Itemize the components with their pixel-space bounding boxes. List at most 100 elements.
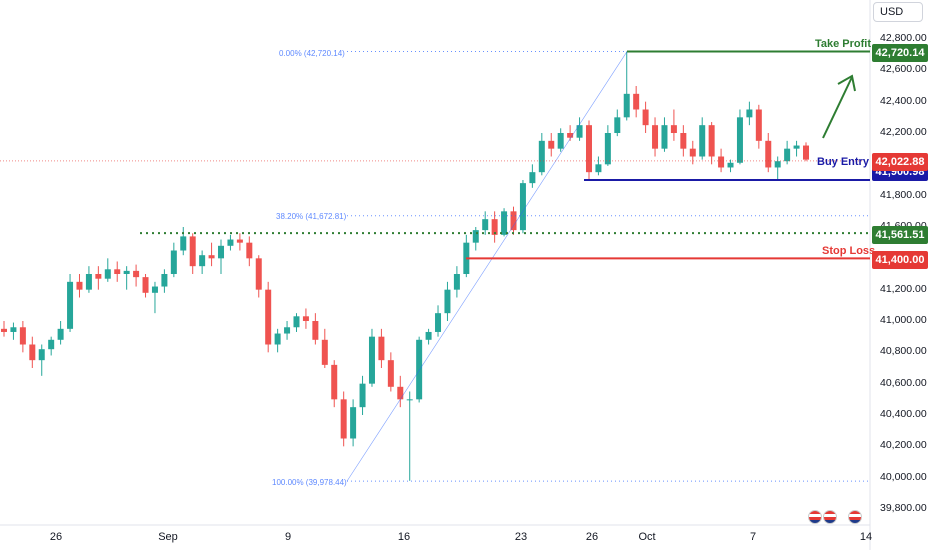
candle-body bbox=[491, 219, 498, 235]
candle-body bbox=[793, 145, 800, 149]
time-axis-tick: 14 bbox=[859, 531, 873, 543]
candle-body bbox=[331, 364, 338, 400]
candle-body bbox=[444, 289, 451, 314]
candle-body bbox=[274, 333, 281, 345]
currency-selector[interactable]: USD bbox=[873, 2, 923, 22]
candle-body bbox=[784, 148, 791, 162]
candle-body bbox=[104, 269, 111, 279]
stop-loss-price-tag: 41,400.00 bbox=[872, 251, 928, 269]
fib-trend-line bbox=[346, 51, 628, 482]
price-axis-tick: 42,400.00 bbox=[880, 94, 927, 107]
price-axis-tick: 42,200.00 bbox=[880, 126, 927, 138]
candle-body bbox=[765, 140, 772, 168]
time-axis-tick: 26 bbox=[585, 531, 599, 543]
candle-body bbox=[255, 258, 262, 290]
candle-body bbox=[736, 117, 743, 163]
candle-body bbox=[1, 328, 7, 332]
price-axis-tick: 42,800.00 bbox=[880, 32, 927, 44]
candle-body bbox=[453, 274, 460, 290]
price-axis-tick: 40,000.00 bbox=[880, 470, 927, 483]
candle-body bbox=[755, 109, 762, 141]
support-price-tag: 41,561.51 bbox=[872, 226, 928, 244]
candle-body bbox=[595, 164, 602, 173]
candle-body bbox=[359, 383, 366, 408]
fib-level-38: 38.20% (41,672.81) bbox=[276, 212, 347, 221]
candle-body bbox=[284, 327, 291, 334]
candle-body bbox=[680, 133, 687, 149]
candle-body bbox=[321, 339, 328, 365]
candle-body bbox=[312, 321, 319, 340]
candle-body bbox=[397, 386, 404, 400]
currency-label: USD bbox=[880, 6, 904, 18]
candle-body bbox=[133, 270, 140, 278]
us-flag-event-icon[interactable] bbox=[808, 510, 822, 524]
candle-body bbox=[227, 239, 234, 246]
candle-body bbox=[350, 407, 357, 439]
candle-body bbox=[746, 109, 753, 118]
candle-body bbox=[670, 125, 677, 133]
candle-body bbox=[727, 162, 734, 168]
candle-body bbox=[246, 242, 253, 259]
candle-body bbox=[29, 344, 36, 361]
candle-body bbox=[652, 125, 659, 149]
us-flag-event-icon[interactable] bbox=[823, 510, 837, 524]
candle-body bbox=[406, 399, 413, 401]
time-axis-tick: 7 bbox=[749, 531, 757, 543]
candle-body bbox=[85, 274, 92, 290]
take-profit-label: Take Profit bbox=[815, 38, 872, 50]
candle-body bbox=[803, 145, 809, 160]
time-axis-tick: 9 bbox=[284, 531, 292, 543]
candle-body bbox=[718, 156, 725, 168]
price-axis-tick: 39,800.00 bbox=[880, 502, 927, 514]
price-axis-tick: 40,400.00 bbox=[880, 408, 927, 420]
candle-body bbox=[161, 274, 168, 287]
take-profit-price-tag: 42,720.14 bbox=[872, 44, 928, 62]
candle-body bbox=[548, 140, 555, 149]
candle-body bbox=[774, 161, 781, 168]
candle-body bbox=[604, 133, 611, 165]
price-axis-tick: 41,200.00 bbox=[880, 282, 927, 295]
time-axis-tick: Oct bbox=[638, 531, 656, 543]
target-arrow-head bbox=[837, 74, 856, 92]
price-axis-tick: 40,600.00 bbox=[880, 376, 927, 389]
price-axis-tick: 42,600.00 bbox=[880, 63, 927, 76]
candle-body bbox=[708, 125, 715, 157]
candle-body bbox=[642, 109, 649, 126]
fib-level-100: 100.00% (39,978.44) bbox=[272, 478, 347, 487]
fib-level-0: 0.00% (42,720.14) bbox=[279, 49, 345, 58]
candle-body bbox=[585, 125, 592, 173]
us-flag-event-icon[interactable] bbox=[848, 510, 862, 524]
candle-body bbox=[19, 327, 26, 345]
candle-body bbox=[67, 281, 74, 329]
candle-body bbox=[10, 327, 17, 332]
candle-body bbox=[76, 281, 83, 290]
candle-body bbox=[557, 133, 564, 149]
candle-body bbox=[416, 339, 423, 400]
candle-body bbox=[208, 255, 215, 259]
time-axis-tick: 23 bbox=[514, 531, 528, 543]
candle-body bbox=[199, 255, 206, 267]
candle-body bbox=[519, 183, 526, 231]
candle-body bbox=[614, 117, 621, 133]
time-axis-tick: 16 bbox=[397, 531, 411, 543]
candle-body bbox=[189, 236, 196, 267]
price-axis-tick: 40,800.00 bbox=[880, 345, 927, 358]
candle-body bbox=[501, 211, 508, 235]
candle-body bbox=[57, 328, 64, 340]
candle-body bbox=[623, 93, 630, 118]
candle-body bbox=[633, 93, 640, 110]
price-axis-tick: 41,800.00 bbox=[880, 188, 927, 201]
candle-body bbox=[142, 277, 149, 293]
candle-body bbox=[180, 236, 187, 251]
price-axis-tick: 40,200.00 bbox=[880, 439, 927, 452]
candle-body bbox=[151, 286, 158, 293]
candle-body bbox=[472, 230, 479, 243]
candle-body bbox=[699, 125, 706, 157]
candle-body bbox=[661, 125, 668, 149]
candle-body bbox=[425, 331, 432, 340]
candle-body bbox=[302, 316, 309, 321]
candle-body bbox=[529, 172, 536, 184]
candle-body bbox=[435, 313, 442, 332]
candle-body bbox=[48, 339, 55, 350]
